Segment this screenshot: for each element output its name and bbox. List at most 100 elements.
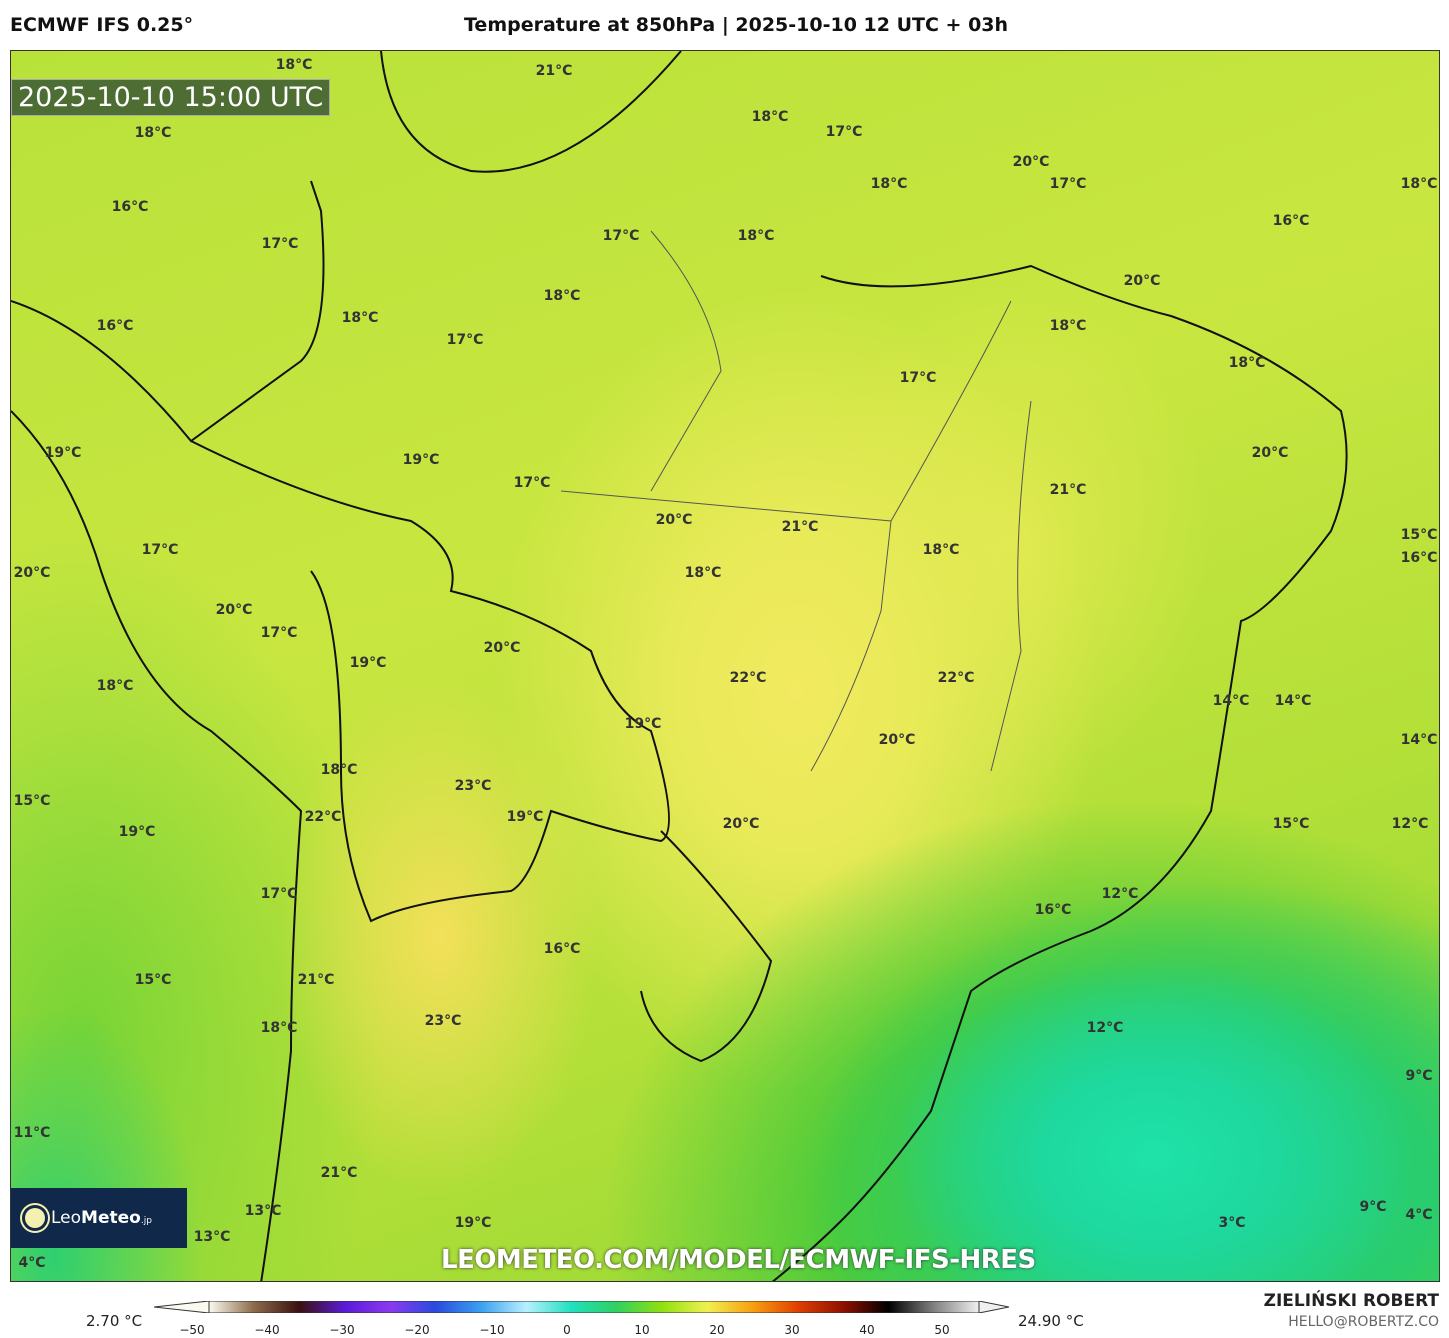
temperature-label: 19°C	[506, 809, 544, 825]
temperature-label: 9°C	[1359, 1199, 1387, 1215]
borders-overlay	[11, 51, 1348, 1281]
colorbar-max-label: 24.90 °C	[1018, 1312, 1084, 1330]
temperature-label: 17°C	[260, 886, 298, 902]
country-border	[190, 440, 670, 923]
temperature-label: 20°C	[13, 565, 51, 581]
temperature-label: 18°C	[1400, 176, 1438, 192]
colorbar-tick: 30	[784, 1323, 800, 1337]
leometeo-logo: LeoMeteo.jp	[11, 1188, 187, 1248]
temperature-label: 3°C	[1218, 1215, 1246, 1231]
colorbar-tick: −20	[404, 1323, 430, 1337]
colorbar-tick: −50	[179, 1323, 205, 1337]
temperature-label: 19°C	[454, 1215, 492, 1231]
temperature-label: 15°C	[134, 972, 172, 988]
temperature-label: 12°C	[1086, 1020, 1124, 1036]
temperature-label: 19°C	[402, 452, 440, 468]
temperature-label: 22°C	[729, 670, 767, 686]
temperature-label: 16°C	[1272, 213, 1310, 229]
colorbar-tick: −40	[254, 1323, 280, 1337]
colorbar-max-arrow	[978, 1301, 1009, 1313]
watermark-url: LEOMETEO.COM/MODEL/ECMWF-IFS-HRES	[441, 1245, 1036, 1275]
temperature-label: 12°C	[1101, 886, 1139, 902]
logo-text-bold: Meteo	[81, 1208, 141, 1228]
temperature-label: 18°C	[751, 109, 789, 125]
temperature-label: 18°C	[96, 678, 134, 694]
temperature-label: 17°C	[261, 236, 299, 252]
temperature-label: 18°C	[134, 125, 172, 141]
temperature-label: 18°C	[1228, 355, 1266, 371]
credit-name: ZIELIŃSKI ROBERT	[1263, 1291, 1439, 1311]
temperature-label: 20°C	[1251, 445, 1289, 461]
temperature-label: 20°C	[722, 816, 760, 832]
temperature-label: 20°C	[483, 640, 521, 656]
map-title: Temperature at 850hPa | 2025-10-10 12 UT…	[464, 14, 1009, 36]
temperature-label: 14°C	[1212, 693, 1250, 709]
temperature-label: 21°C	[1049, 482, 1087, 498]
temperature-label: 17°C	[141, 542, 179, 558]
temperature-label: 17°C	[899, 370, 937, 386]
temperature-label: 17°C	[825, 124, 863, 140]
colorbar-tick: −10	[479, 1323, 505, 1337]
sun-icon	[25, 1208, 45, 1228]
temperature-label: 18°C	[1049, 318, 1087, 334]
colorbar-bar	[208, 1301, 980, 1313]
temperature-label: 11°C	[13, 1125, 51, 1141]
colorbar-tick: 0	[563, 1323, 571, 1337]
temperature-map[interactable]: 2025-10-10 15:00 UTC 18°C 21°C 18°C 18°C 17°…	[10, 50, 1440, 1282]
logo-suffix: .jp	[140, 1216, 152, 1226]
temperature-label: 18°C	[870, 176, 908, 192]
coastline-east	[771, 264, 1348, 1281]
temperature-label: 15°C	[1400, 527, 1438, 543]
temperature-label: 4°C	[1405, 1207, 1433, 1223]
temperature-label: 18°C	[260, 1020, 298, 1036]
temperature-label: 17°C	[513, 475, 551, 491]
temperature-label: 19°C	[118, 824, 156, 840]
temperature-label: 18°C	[922, 542, 960, 558]
logo-text-light: Leo	[51, 1208, 82, 1228]
temperature-label: 21°C	[781, 519, 819, 535]
temperature-label: 21°C	[320, 1165, 358, 1181]
temperature-label: 20°C	[215, 602, 253, 618]
colorbar-min-arrow	[154, 1301, 210, 1313]
temperature-label: 21°C	[535, 63, 573, 79]
temperature-label: 19°C	[349, 655, 387, 671]
temperature-label: 17°C	[602, 228, 640, 244]
model-name: ECMWF IFS 0.25°	[10, 14, 194, 36]
temperature-label: 18°C	[543, 288, 581, 304]
temperature-label: 15°C	[13, 793, 51, 809]
temperature-label: 16°C	[96, 318, 134, 334]
state-borders	[560, 230, 1032, 772]
timestamp-overlay: 2025-10-10 15:00 UTC	[11, 79, 331, 116]
temperature-label: 23°C	[424, 1013, 462, 1029]
temperature-label: 21°C	[297, 972, 335, 988]
temperature-label: 16°C	[1400, 550, 1438, 566]
temperature-label: 13°C	[244, 1203, 282, 1219]
temperature-label: 18°C	[737, 228, 775, 244]
temperature-label: 18°C	[341, 310, 379, 326]
colorbar-tick: 20	[709, 1323, 725, 1337]
colorbar-min-label: 2.70 °C	[86, 1312, 143, 1330]
colorbar-tick: 40	[859, 1323, 875, 1337]
temperature-label: 20°C	[655, 512, 693, 528]
temperature-label: 14°C	[1274, 693, 1312, 709]
temperature-label: 17°C	[1049, 176, 1087, 192]
temperature-label: 16°C	[1034, 902, 1072, 918]
colorbar-tick: 50	[934, 1323, 950, 1337]
temperature-label: 19°C	[44, 445, 82, 461]
temperature-label: 20°C	[1012, 154, 1050, 170]
temperature-label: 20°C	[1123, 273, 1161, 289]
temperature-label: 18°C	[275, 57, 313, 73]
temperature-label: 14°C	[1400, 732, 1438, 748]
temperature-label: 15°C	[1272, 816, 1310, 832]
temperature-label: 23°C	[454, 778, 492, 794]
temperature-label: 4°C	[18, 1255, 46, 1271]
temperature-label: 18°C	[320, 762, 358, 778]
temperature-label: 22°C	[304, 809, 342, 825]
temperature-label: 19°C	[624, 716, 662, 732]
temperature-label: 20°C	[878, 732, 916, 748]
colorbar-tick: −30	[329, 1323, 355, 1337]
temperature-label: 13°C	[193, 1229, 231, 1245]
colorbar	[154, 1301, 1009, 1313]
country-border	[380, 51, 773, 1063]
temperature-label: 17°C	[446, 332, 484, 348]
